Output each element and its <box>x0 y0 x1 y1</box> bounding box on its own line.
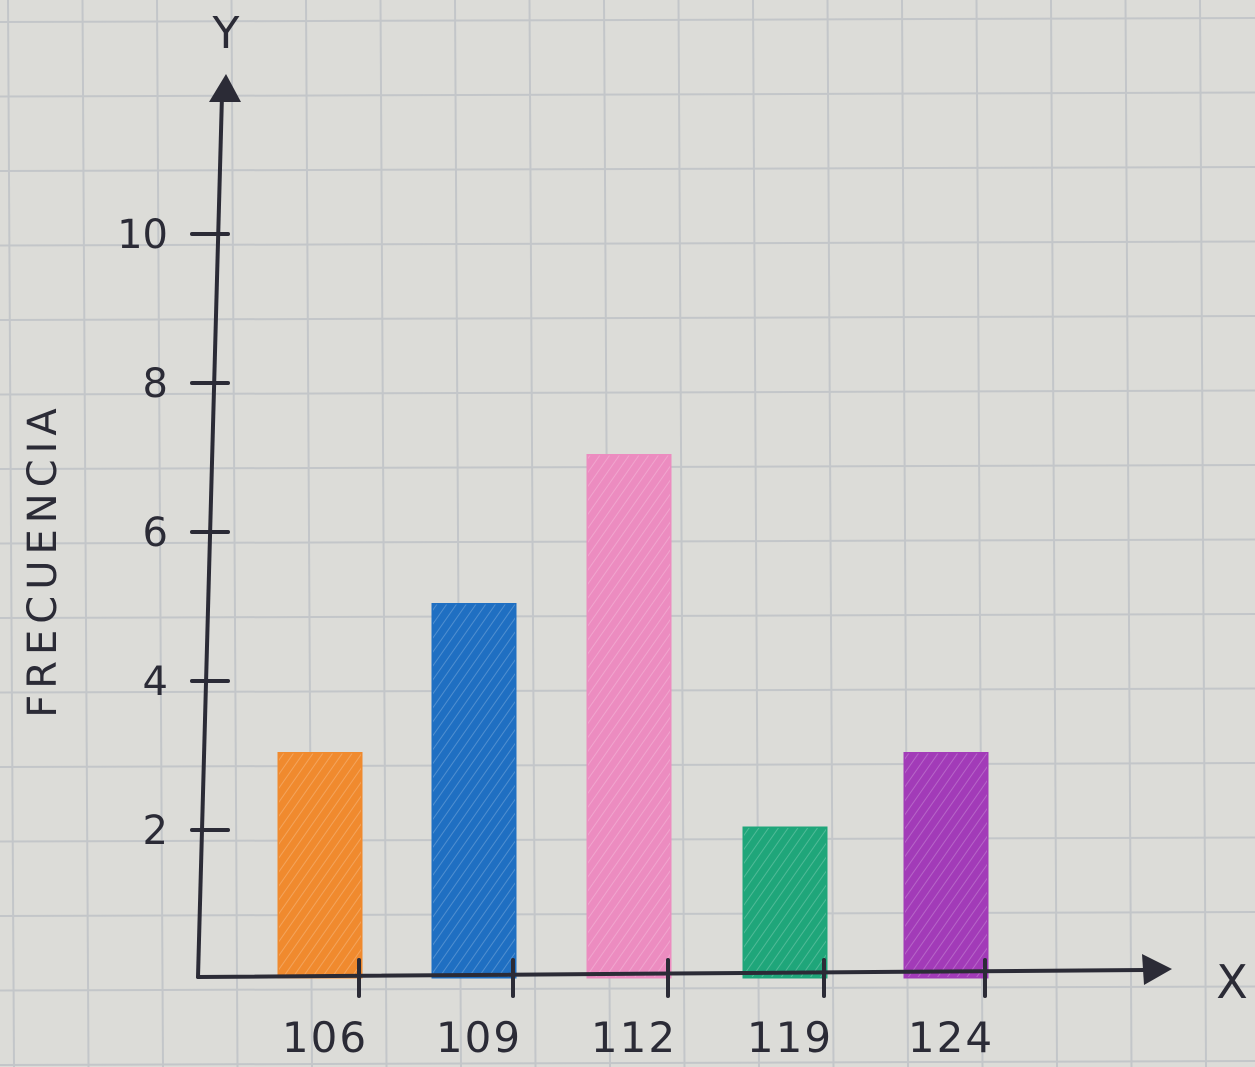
y-tick-label: 2 <box>143 808 168 854</box>
y-tick-label: 10 <box>117 212 168 258</box>
grid-line-horizontal <box>0 17 1255 23</box>
grid-line-horizontal <box>0 91 1255 98</box>
bar-texture <box>905 753 987 977</box>
x-ticks-group: 106 109 112 119 124 <box>282 958 994 1062</box>
x-axis-line <box>196 968 1152 979</box>
grid-line-horizontal <box>0 166 1255 172</box>
x-tick-label: 106 <box>282 1013 368 1062</box>
grid-line-vertical <box>81 0 90 1067</box>
grid-line-horizontal <box>0 315 1255 321</box>
grid-line-vertical <box>1199 0 1207 1067</box>
y-tick-label: 4 <box>143 659 168 705</box>
grid-line-vertical <box>379 0 388 1067</box>
bar-texture <box>279 753 361 977</box>
grid-line-horizontal <box>0 985 1255 992</box>
grid-line-horizontal <box>0 240 1255 247</box>
grid-line-vertical <box>677 0 686 1067</box>
y-axis-letter: Y <box>212 8 240 59</box>
y-axis-title: FRECUENCIA <box>20 402 66 718</box>
grid-line-vertical <box>230 0 239 1067</box>
x-tick-label: 109 <box>436 1013 522 1062</box>
grid-line-horizontal <box>0 1060 1255 1066</box>
grid-line-horizontal <box>0 389 1255 396</box>
y-tick-label: 8 <box>143 361 168 407</box>
bar-texture <box>588 455 670 977</box>
x-axis-letter: X <box>1216 955 1248 1009</box>
x-tick-label: 124 <box>908 1013 994 1062</box>
grid-line-vertical <box>156 0 164 1067</box>
y-tick-label: 6 <box>143 510 168 556</box>
grid-line-vertical <box>7 0 15 1067</box>
y-ticks-group: 2 4 6 8 10 <box>117 212 230 854</box>
bar-texture <box>433 604 515 977</box>
bars-group <box>277 454 989 979</box>
grid-line-vertical <box>1124 0 1133 1067</box>
grid-line-vertical <box>528 0 537 1067</box>
x-tick-label: 119 <box>747 1013 833 1062</box>
x-tick-label: 112 <box>591 1013 677 1062</box>
bar-texture <box>744 828 826 977</box>
grid-line-vertical <box>826 0 835 1067</box>
x-axis-arrowhead <box>1142 954 1172 985</box>
y-axis-arrowhead <box>209 74 241 102</box>
grid-line-vertical <box>1050 0 1058 1067</box>
